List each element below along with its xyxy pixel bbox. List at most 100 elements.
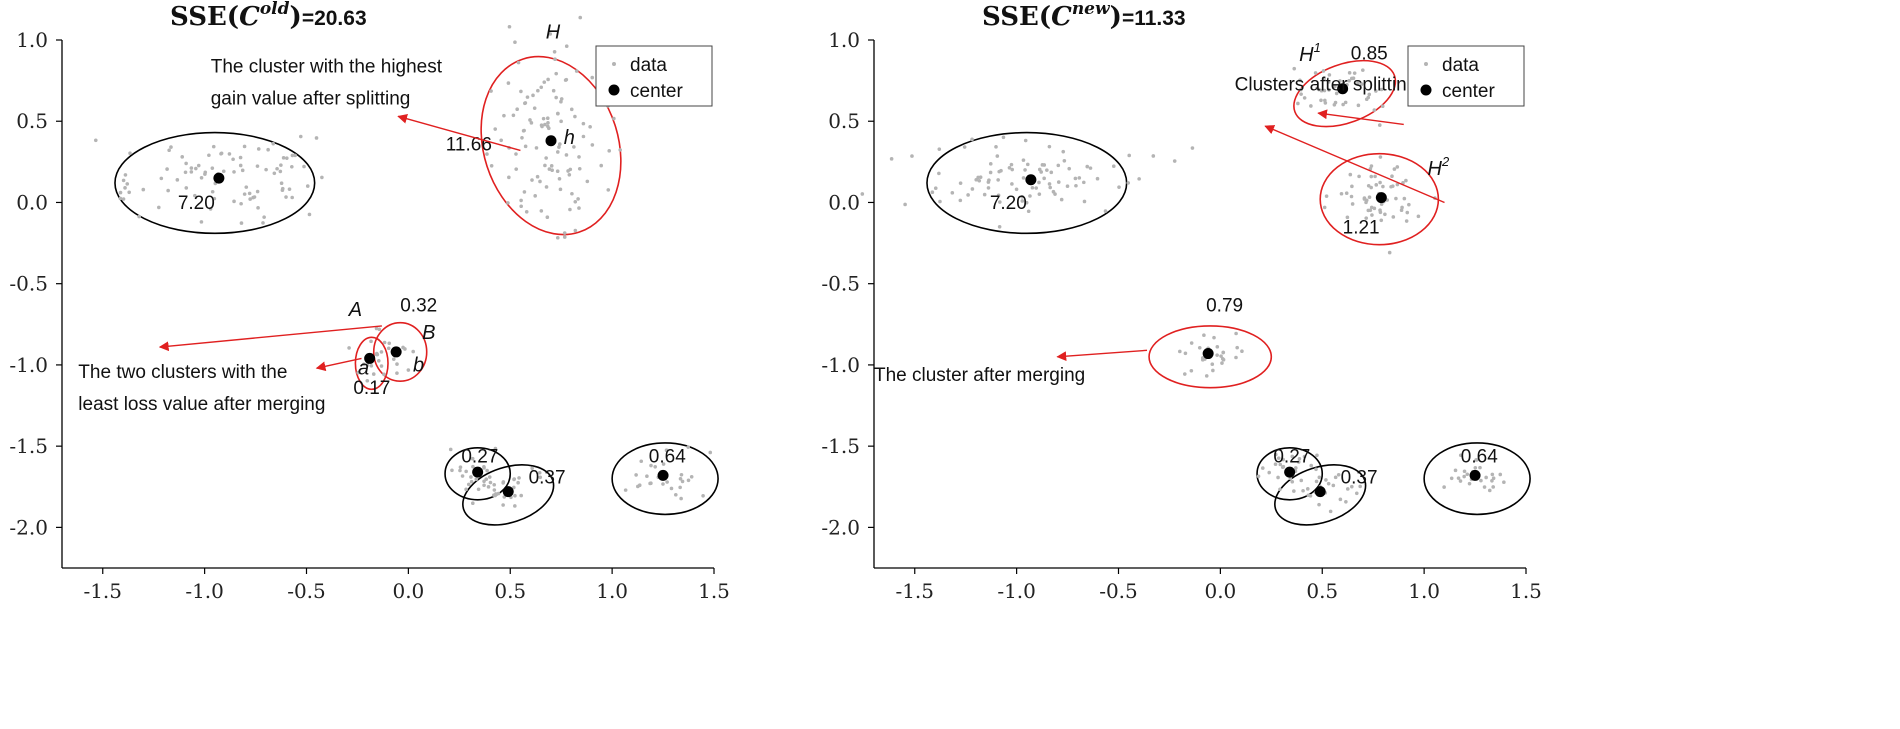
data-point [280, 188, 285, 192]
data-point [1010, 167, 1015, 172]
data-point [520, 136, 524, 140]
data-point [1350, 184, 1354, 189]
data-point [1490, 478, 1494, 483]
data-point [502, 113, 506, 118]
data-point [557, 176, 562, 181]
data-point [574, 69, 579, 73]
data-point [242, 192, 247, 196]
data-point [278, 169, 283, 174]
data-point [482, 466, 486, 470]
data-point [376, 358, 381, 363]
data-point [522, 190, 527, 194]
cluster-center [213, 172, 225, 184]
data-point [686, 445, 691, 449]
data-point [512, 485, 516, 490]
data-point [1361, 68, 1365, 72]
data-point [175, 178, 180, 182]
annotation-text: The cluster with the highest [211, 56, 443, 77]
data-point [532, 106, 537, 110]
data-point [1126, 181, 1131, 185]
data-point [374, 326, 379, 331]
cluster-center [545, 135, 557, 147]
data-point [466, 482, 471, 487]
data-point [482, 483, 486, 488]
title-close: ) [1110, 2, 1122, 32]
data-point [1314, 467, 1318, 472]
data-point [970, 137, 974, 142]
data-point [519, 493, 524, 498]
data-point [470, 456, 475, 461]
cluster-sse-label: 0.37 [529, 468, 566, 489]
data-point [492, 488, 497, 492]
data-point [1183, 351, 1188, 356]
data-point [1349, 194, 1354, 199]
data-point [1299, 92, 1303, 96]
data-point [639, 459, 644, 464]
data-point [1319, 98, 1323, 103]
data-point [1021, 158, 1026, 162]
data-point [554, 71, 559, 76]
y-tick-label: -0.5 [9, 272, 48, 296]
cluster-center [657, 469, 669, 481]
data-point [1290, 454, 1295, 459]
data-point [1407, 202, 1411, 207]
data-point [531, 93, 535, 98]
data-point [1309, 463, 1314, 468]
data-point [1383, 212, 1387, 217]
data-point [686, 478, 691, 483]
data-point [356, 370, 360, 375]
data-point [1137, 177, 1141, 181]
data-point [1374, 183, 1379, 187]
data-point [958, 181, 963, 185]
data-point [567, 173, 572, 177]
data-point [1045, 168, 1049, 172]
data-point [1456, 476, 1461, 480]
data-point [365, 363, 370, 367]
data-point [281, 156, 286, 160]
data-point [523, 101, 527, 106]
data-point [1367, 92, 1372, 97]
data-point [1190, 146, 1195, 150]
data-point [1368, 166, 1373, 171]
data-point [1074, 183, 1078, 188]
data-point [559, 119, 563, 124]
y-tick-label: -2.0 [821, 515, 860, 539]
data-point [998, 200, 1002, 204]
data-point [1357, 174, 1361, 179]
y-tick-label: 1.0 [16, 28, 48, 52]
data-point [1111, 164, 1116, 168]
data-point [387, 341, 392, 346]
data-point [1010, 182, 1014, 186]
data-point [199, 175, 204, 180]
data-point [1042, 176, 1046, 181]
data-point [962, 145, 967, 149]
data-point [1379, 87, 1384, 92]
data-point [552, 50, 557, 54]
cluster-sse-label: 0.79 [1206, 295, 1243, 316]
data-point [264, 167, 268, 172]
data-point [211, 144, 216, 149]
data-point [555, 235, 560, 240]
data-point [577, 206, 581, 210]
cluster-ellipse [114, 131, 316, 235]
data-point [1449, 476, 1454, 481]
x-tick-label: 0.5 [494, 579, 526, 603]
legend-box [595, 45, 713, 107]
data-point [1056, 163, 1061, 168]
data-point [403, 347, 407, 351]
data-point [1345, 215, 1350, 220]
annotation-arrow [1056, 349, 1148, 362]
data-point [507, 175, 511, 180]
data-point [365, 378, 370, 383]
x-tick-label: 1.5 [698, 579, 730, 603]
data-point [1473, 465, 1478, 470]
data-point [1067, 166, 1072, 171]
data-point [493, 446, 498, 451]
data-point [678, 485, 682, 490]
legend-center-marker [1420, 84, 1432, 96]
data-point [545, 215, 550, 220]
data-point [568, 207, 572, 212]
data-point [1369, 164, 1374, 168]
data-point [1395, 165, 1400, 169]
cluster-ellipse [444, 446, 512, 501]
